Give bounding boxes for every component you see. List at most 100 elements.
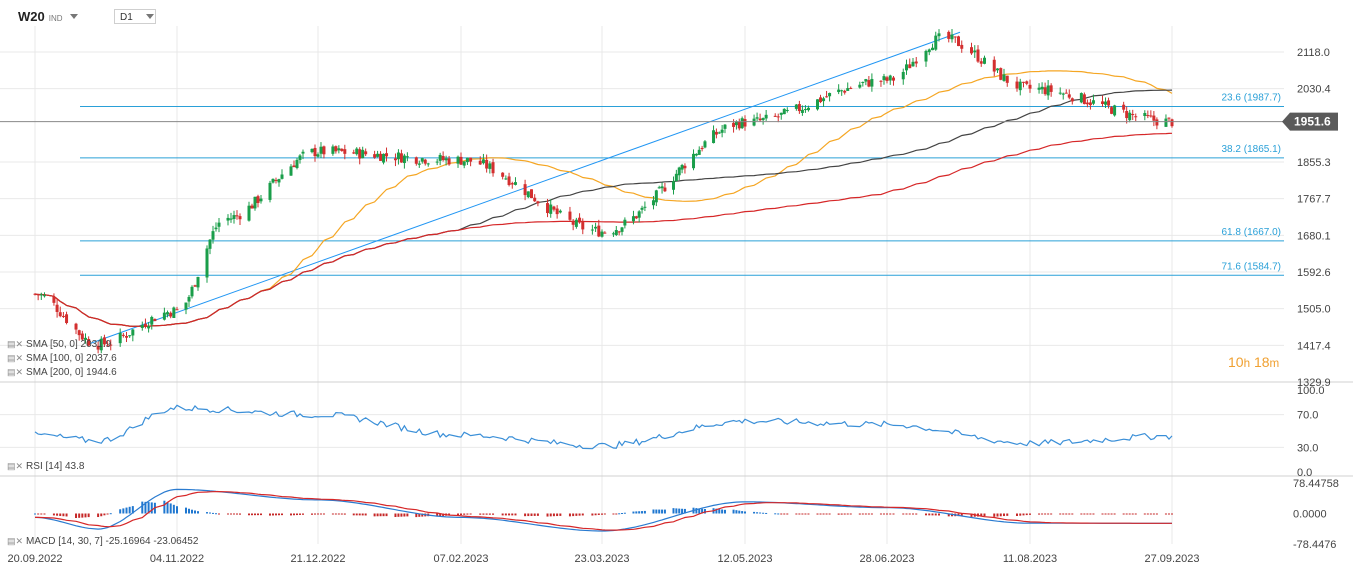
- price-tick-label: 1417.4: [1297, 340, 1331, 352]
- macd-histogram-bar: [908, 513, 911, 515]
- macd-signal-line: [35, 491, 1172, 531]
- macd-histogram-bar: [1022, 513, 1025, 516]
- current-price-label: 1951.6: [1294, 115, 1331, 129]
- macd-histogram-bar: [655, 509, 658, 514]
- macd-histogram-bar: [257, 513, 259, 516]
- candle-body: [992, 59, 996, 72]
- macd-histogram-bar: [983, 513, 986, 517]
- macd-histogram-bar: [385, 513, 388, 517]
- macd-histogram-bar: [1071, 513, 1074, 515]
- macd-histogram-bar: [678, 508, 681, 514]
- sma100-legend[interactable]: ▤✕ SMA [100, 0] 2037.6: [7, 353, 117, 364]
- candle-body: [651, 200, 655, 206]
- candle-body: [1149, 115, 1153, 117]
- candle-body: [663, 187, 667, 192]
- macd-histogram-bar: [281, 513, 283, 516]
- macd-histogram-bar: [947, 513, 950, 517]
- candle-body: [999, 68, 1003, 80]
- candle-body: [1107, 100, 1111, 106]
- candle-body: [1155, 119, 1159, 126]
- chevron-down-icon[interactable]: [70, 14, 78, 19]
- macd-histogram-bar: [97, 513, 100, 518]
- timeframe-chevron-down-icon[interactable]: [146, 14, 154, 19]
- symbol-selector[interactable]: W20 IND: [18, 9, 63, 24]
- candle-body: [947, 31, 951, 39]
- macd-histogram-bar: [206, 512, 208, 514]
- rsi-legend[interactable]: ▤✕ RSI [14] 43.8: [7, 461, 84, 472]
- macd-histogram-bar: [1107, 513, 1110, 515]
- fib-label: 23.6 (1987.7): [1222, 93, 1282, 104]
- candle-body: [953, 36, 957, 38]
- candle-body: [546, 203, 550, 214]
- eye-icon[interactable]: ▤✕: [7, 461, 24, 471]
- macd-histogram-bar: [786, 513, 789, 515]
- candle-body: [1049, 85, 1053, 92]
- date-tick-label: 11.08.2023: [1003, 553, 1057, 565]
- macd-histogram-bar: [511, 513, 514, 516]
- candle-body: [343, 149, 347, 154]
- candle-body: [523, 184, 527, 196]
- macd-histogram-bar: [1029, 513, 1031, 515]
- price-tick-label: 2118.0: [1297, 47, 1330, 59]
- macd-histogram-bar: [1131, 513, 1134, 515]
- eye-icon[interactable]: ▤✕: [7, 536, 24, 546]
- candle-body: [1122, 104, 1126, 110]
- candles: [33, 28, 1174, 354]
- macd-histogram-bar: [508, 513, 511, 516]
- candle-body: [298, 155, 302, 160]
- eye-icon[interactable]: ▤✕: [7, 339, 24, 349]
- macd-histogram-bar: [125, 507, 128, 514]
- candle-body: [77, 330, 81, 336]
- candle-body: [1079, 93, 1083, 103]
- candle-body: [109, 344, 113, 346]
- candle-body: [1167, 117, 1171, 119]
- candle-body: [106, 345, 110, 347]
- candle-body: [755, 117, 759, 119]
- macd-histogram-bar: [463, 513, 466, 515]
- macd-histogram-bar: [889, 513, 892, 515]
- candle-body: [914, 61, 918, 64]
- macd-histogram-bar: [296, 513, 298, 516]
- macd-legend[interactable]: ▤✕ MACD [14, 30, 7] -25.16964 -23.06452: [7, 536, 198, 547]
- candle-body: [846, 88, 850, 91]
- macd-histogram-bar: [892, 513, 895, 515]
- sma50-legend[interactable]: ▤✕ SMA [50, 0] 2031.9: [7, 339, 111, 350]
- macd-histogram-bar: [215, 513, 217, 515]
- macd-histogram-bar: [56, 513, 59, 516]
- candle-body: [358, 149, 362, 159]
- sma200-legend[interactable]: ▤✕ SMA [200, 0] 1944.6: [7, 367, 117, 378]
- candle-body: [250, 205, 254, 209]
- candle-body: [590, 229, 594, 231]
- candle-body: [1164, 118, 1168, 127]
- macd-histogram-bar: [361, 513, 364, 516]
- macd-histogram-bar: [227, 513, 229, 515]
- eye-icon[interactable]: ▤✕: [7, 353, 24, 363]
- candle-body: [1037, 87, 1041, 90]
- candle-body: [118, 332, 122, 344]
- price-tick-label: 1680.1: [1297, 230, 1331, 242]
- macd-histogram-bar: [774, 513, 777, 515]
- macd-histogram-bar: [807, 513, 810, 515]
- candle-body: [773, 115, 777, 117]
- timeframe-select[interactable]: D1: [114, 9, 156, 24]
- candle-body: [1058, 92, 1062, 94]
- candle-body: [405, 156, 409, 158]
- candle-body: [892, 77, 895, 81]
- candle-body: [478, 160, 482, 165]
- macd-histogram-bar: [718, 509, 721, 514]
- candle-body: [417, 163, 421, 165]
- macd-histogram-bar: [612, 513, 615, 515]
- candle-body: [720, 129, 724, 133]
- eye-icon[interactable]: ▤✕: [7, 367, 24, 377]
- price-tick-label: 2030.4: [1297, 84, 1331, 96]
- candle-body: [1085, 102, 1089, 105]
- candle-body: [292, 165, 296, 168]
- macd-histogram-bar: [621, 513, 624, 515]
- macd-histogram-bar: [406, 513, 409, 517]
- candle-body: [558, 210, 562, 213]
- candle-body: [504, 178, 508, 180]
- candle-body: [581, 221, 585, 230]
- candle-body: [1043, 87, 1047, 95]
- macd-histogram-bar: [858, 513, 861, 515]
